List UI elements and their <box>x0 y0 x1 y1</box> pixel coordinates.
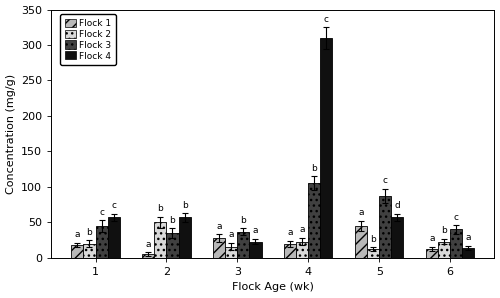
Text: b: b <box>86 228 92 237</box>
Legend: Flock 1, Flock 2, Flock 3, Flock 4: Flock 1, Flock 2, Flock 3, Flock 4 <box>60 14 116 65</box>
Bar <box>214 238 226 258</box>
Text: d: d <box>394 201 400 210</box>
Bar <box>438 242 450 258</box>
Bar <box>426 249 438 258</box>
Text: a: a <box>216 222 222 231</box>
Bar <box>96 226 108 258</box>
Text: a: a <box>300 226 305 235</box>
Text: c: c <box>454 213 458 222</box>
Bar <box>296 242 308 258</box>
Bar <box>320 38 332 258</box>
Bar <box>308 183 320 258</box>
Bar <box>72 245 84 258</box>
Text: c: c <box>383 176 388 185</box>
Text: b: b <box>182 201 188 209</box>
Bar <box>238 232 250 258</box>
Text: a: a <box>466 233 471 242</box>
Text: a: a <box>288 228 293 237</box>
Bar <box>166 233 178 258</box>
Bar <box>284 244 296 258</box>
X-axis label: Flock Age (wk): Flock Age (wk) <box>232 283 314 292</box>
Text: b: b <box>240 215 246 224</box>
Bar <box>450 229 462 258</box>
Text: c: c <box>324 15 329 24</box>
Bar <box>178 218 190 258</box>
Bar <box>250 242 262 258</box>
Text: b: b <box>312 164 317 173</box>
Text: a: a <box>430 234 435 243</box>
Bar <box>367 249 380 258</box>
Text: a: a <box>146 240 151 249</box>
Y-axis label: Concentration (mg/g): Concentration (mg/g) <box>6 74 16 194</box>
Bar <box>84 244 96 258</box>
Text: a: a <box>228 230 234 239</box>
Text: a: a <box>252 226 258 235</box>
Bar <box>108 218 120 258</box>
Bar <box>462 248 474 258</box>
Bar <box>142 254 154 258</box>
Bar <box>392 218 404 258</box>
Text: a: a <box>358 208 364 218</box>
Bar <box>380 196 392 258</box>
Text: b: b <box>442 226 447 235</box>
Text: c: c <box>99 208 104 217</box>
Bar <box>226 246 237 258</box>
Text: c: c <box>111 201 116 210</box>
Text: b: b <box>170 215 175 224</box>
Text: b: b <box>370 235 376 244</box>
Bar <box>154 222 166 258</box>
Text: a: a <box>74 230 80 239</box>
Text: b: b <box>158 204 164 213</box>
Bar <box>355 226 367 258</box>
